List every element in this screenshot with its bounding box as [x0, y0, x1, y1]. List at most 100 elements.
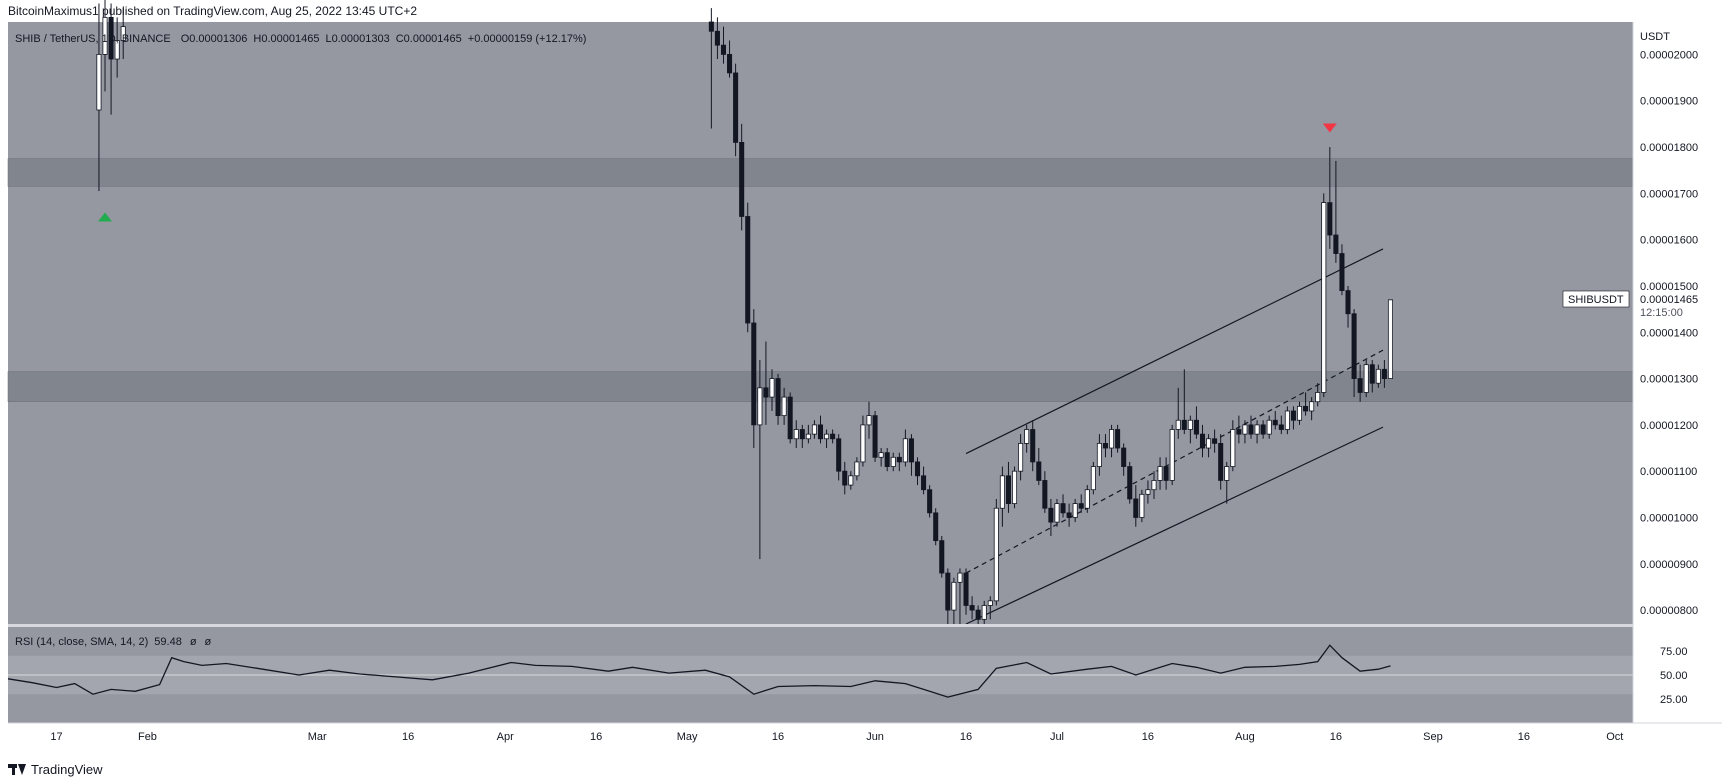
candle-body — [1163, 466, 1169, 481]
candle-body — [781, 396, 787, 417]
last-price-value: 0.00001465 — [1640, 294, 1698, 306]
price-axis[interactable] — [1633, 22, 1722, 723]
rsi-label: RSI (14, close, SMA, 14, 2) — [15, 636, 148, 648]
candle-body — [1193, 419, 1199, 435]
rsi-tick-label: 75.00 — [1660, 646, 1688, 658]
time-tick-label: Jun — [866, 731, 884, 743]
main-pane[interactable] — [8, 22, 1633, 624]
candle-body — [860, 424, 866, 463]
candle-body — [1096, 442, 1102, 467]
candle-body — [120, 26, 126, 41]
legend-symbol: SHIB / TetherUS, 1D, BINANCE — [15, 33, 171, 45]
candle-body — [1018, 442, 1024, 472]
time-axis-ticks: 17 Feb Mar 16 Apr 16 May 16 Jun 16 Jul 16 Aug 16 Sep 16… — [50, 731, 1623, 743]
legend-low: 0.00001303 — [332, 33, 390, 45]
price-tick-label: 0.00001000 — [1640, 512, 1698, 524]
pane-divider[interactable] — [8, 624, 1633, 627]
candle-body — [1284, 410, 1290, 430]
candle-body — [890, 456, 896, 467]
time-tick-label: 16 — [1518, 731, 1530, 743]
candle-body — [1296, 405, 1303, 421]
candle-body — [1339, 253, 1345, 291]
footer-brand[interactable]: TradingView — [8, 762, 103, 777]
candle-body — [1266, 419, 1272, 435]
candle-body — [805, 433, 811, 440]
candle-body — [1042, 480, 1048, 509]
candle-body — [811, 424, 817, 435]
rsi-tick-label: 25.00 — [1660, 694, 1688, 706]
candle-body — [1012, 470, 1018, 504]
candle-body — [1084, 489, 1090, 509]
candle-body — [1151, 480, 1157, 491]
legend-close: 0.00001465 — [404, 33, 462, 45]
candle-body — [1290, 410, 1296, 421]
last-price-badge: SHIBUSDT 0.00001465 12:15:00 — [1562, 290, 1720, 320]
candle-body — [1060, 503, 1066, 514]
time-tick-label: 16 — [402, 731, 414, 743]
candle-body — [787, 396, 793, 440]
candle-body — [975, 609, 981, 620]
candle-body — [1363, 364, 1369, 393]
zone-1 — [7, 158, 1634, 187]
candle-body — [908, 438, 914, 463]
candle-body — [720, 44, 727, 55]
candle-body — [733, 72, 739, 143]
candle-body — [854, 461, 860, 477]
candle-body — [1278, 424, 1284, 430]
candle-body — [1387, 299, 1393, 379]
candle-body — [1254, 424, 1260, 435]
candle-body — [739, 141, 745, 217]
time-tick-label: 16 — [772, 731, 784, 743]
candle-body — [921, 475, 927, 491]
candle-body — [817, 424, 824, 440]
candle-body — [1369, 364, 1375, 384]
candle-body — [914, 461, 921, 477]
candle-body — [1375, 368, 1381, 384]
candle-body — [1321, 202, 1327, 393]
candle-body — [1309, 401, 1315, 412]
price-tick-label: 0.00000900 — [1640, 559, 1698, 571]
arrow-up-icon — [98, 212, 113, 222]
candle-body — [1212, 438, 1218, 444]
candle-body — [927, 489, 933, 514]
candle-body — [939, 540, 945, 574]
price-tick-label: 0.00001500 — [1640, 281, 1698, 293]
rsi-axis-ticks: 75.00 50.00 25.00 — [1660, 646, 1688, 706]
time-tick-label: Mar — [308, 731, 327, 743]
channel-lower-line — [965, 426, 1384, 625]
candle-body — [878, 452, 884, 458]
candle-body — [793, 429, 799, 440]
candle-body — [963, 572, 969, 606]
candle-body — [102, 16, 108, 55]
candle-body — [1036, 461, 1042, 481]
candle-body — [1381, 368, 1387, 379]
candle-body — [1260, 424, 1266, 435]
channel-upper-line — [965, 248, 1384, 455]
price-tick-label: 0.00001700 — [1640, 188, 1698, 200]
time-tick-label: Apr — [497, 731, 514, 743]
candle-body — [969, 605, 975, 611]
candle-body — [1218, 442, 1224, 481]
candles — [96, 0, 1393, 624]
candle-body — [824, 433, 830, 440]
ohlc-legend: SHIB / TetherUS, 1D, BINANCE O0.00001306 H… — [15, 33, 586, 45]
candle-body — [96, 54, 102, 111]
candle-body — [933, 512, 939, 542]
arrow-down-icon — [1322, 123, 1337, 133]
chart-canvas[interactable]: SHIB / TetherUS, 1D, BINANCE O0.00001306 H… — [0, 0, 1722, 760]
candle-body — [108, 16, 114, 60]
candle-body — [1005, 475, 1011, 505]
candle-body — [1272, 419, 1278, 426]
time-axis[interactable] — [8, 723, 1633, 747]
candle-body — [1345, 290, 1351, 315]
candle-body — [999, 475, 1005, 509]
candle-body — [1242, 424, 1248, 435]
candle-body — [763, 387, 769, 398]
candle-body — [714, 30, 720, 46]
candle-body — [114, 40, 120, 60]
candle-body — [1115, 429, 1121, 449]
footer-brand-text: TradingView — [31, 762, 103, 777]
candle-body — [751, 322, 757, 426]
candle-body — [902, 438, 908, 463]
candle-body — [727, 54, 733, 74]
